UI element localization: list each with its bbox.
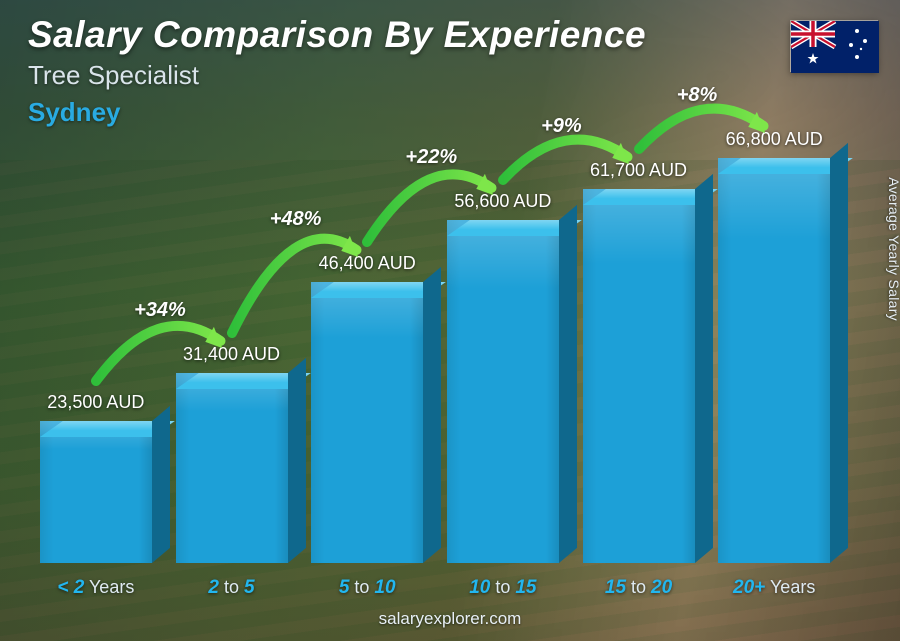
y-axis-label: Average Yearly Salary — [886, 177, 900, 321]
bar-value-label: 66,800 AUD — [726, 129, 823, 150]
bar-value-label: 56,600 AUD — [454, 191, 551, 212]
bar — [447, 220, 559, 563]
bar-x-label: 20+ Years — [708, 577, 840, 599]
bar-value-label: 31,400 AUD — [183, 344, 280, 365]
bar-value-label: 61,700 AUD — [590, 160, 687, 181]
bar-column: 23,500 AUD< 2 Years — [30, 392, 162, 563]
page-title: Salary Comparison By Experience — [28, 14, 646, 56]
bar-x-label: 5 to 10 — [301, 577, 433, 599]
footer-attribution: salaryexplorer.com — [0, 609, 900, 629]
bar — [583, 189, 695, 563]
country-flag-icon — [790, 20, 878, 72]
bar-column: 61,700 AUD15 to 20 — [573, 160, 705, 563]
salary-bar-chart: 23,500 AUD< 2 Years31,400 AUD2 to 546,40… — [30, 93, 840, 563]
bar-column: 56,600 AUD10 to 15 — [437, 191, 569, 563]
bar-column: 46,400 AUD5 to 10 — [301, 253, 433, 563]
bar-column: 66,800 AUD20+ Years — [708, 129, 840, 563]
bar — [311, 282, 423, 563]
bar — [176, 373, 288, 563]
bar-value-label: 23,500 AUD — [47, 392, 144, 413]
bar-column: 31,400 AUD2 to 5 — [166, 344, 298, 563]
bar-x-label: 15 to 20 — [573, 577, 705, 599]
bar-value-label: 46,400 AUD — [319, 253, 416, 274]
bar-x-label: < 2 Years — [30, 577, 162, 599]
bar-x-label: 10 to 15 — [437, 577, 569, 599]
bar — [40, 421, 152, 563]
infographic-stage: Salary Comparison By Experience Tree Spe… — [0, 0, 900, 641]
bar-x-label: 2 to 5 — [166, 577, 298, 599]
bar — [718, 158, 830, 563]
page-subtitle: Tree Specialist — [28, 60, 646, 91]
